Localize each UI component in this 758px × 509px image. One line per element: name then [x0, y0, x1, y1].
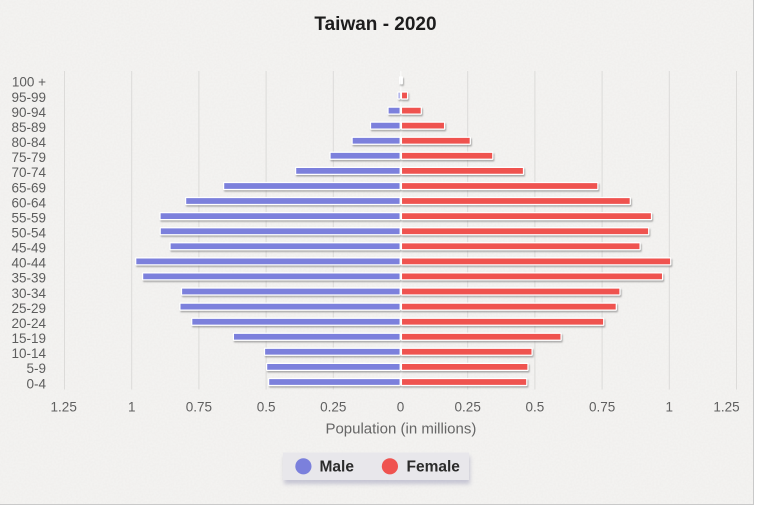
svg-text:35-39: 35-39 [11, 271, 46, 286]
svg-text:5-9: 5-9 [26, 361, 46, 376]
svg-text:65-69: 65-69 [11, 180, 46, 195]
svg-text:0.5: 0.5 [257, 399, 276, 414]
svg-text:45-49: 45-49 [11, 241, 46, 256]
svg-text:50-54: 50-54 [11, 226, 46, 241]
svg-text:25-29: 25-29 [11, 301, 46, 316]
svg-text:0.25: 0.25 [320, 399, 346, 414]
svg-text:20-24: 20-24 [11, 316, 46, 331]
svg-text:Male: Male [320, 458, 355, 475]
svg-text:Taiwan - 2020: Taiwan - 2020 [314, 14, 436, 35]
svg-text:85-89: 85-89 [11, 120, 46, 135]
svg-text:95-99: 95-99 [11, 90, 46, 105]
svg-text:55-59: 55-59 [11, 210, 46, 225]
svg-text:1: 1 [666, 399, 674, 414]
svg-text:Female: Female [407, 458, 461, 475]
svg-text:0.25: 0.25 [455, 399, 481, 414]
svg-text:Population (in millions): Population (in millions) [325, 421, 476, 438]
svg-text:90-94: 90-94 [11, 105, 46, 120]
svg-text:0: 0 [397, 399, 405, 414]
svg-text:0.5: 0.5 [526, 399, 545, 414]
svg-text:1: 1 [128, 399, 136, 414]
svg-text:10-14: 10-14 [11, 346, 46, 361]
svg-text:30-34: 30-34 [11, 286, 46, 301]
svg-text:70-74: 70-74 [11, 165, 46, 180]
svg-text:40-44: 40-44 [11, 256, 46, 271]
svg-text:1.25: 1.25 [51, 399, 77, 414]
svg-text:0-4: 0-4 [26, 376, 46, 391]
svg-text:80-84: 80-84 [11, 135, 46, 150]
svg-text:75-79: 75-79 [11, 150, 46, 165]
svg-text:15-19: 15-19 [11, 331, 46, 346]
svg-text:100 +: 100 + [12, 75, 46, 90]
svg-text:1.25: 1.25 [713, 399, 739, 414]
svg-text:0.75: 0.75 [589, 399, 615, 414]
svg-text:60-64: 60-64 [11, 195, 46, 210]
svg-text:0.75: 0.75 [186, 399, 212, 414]
